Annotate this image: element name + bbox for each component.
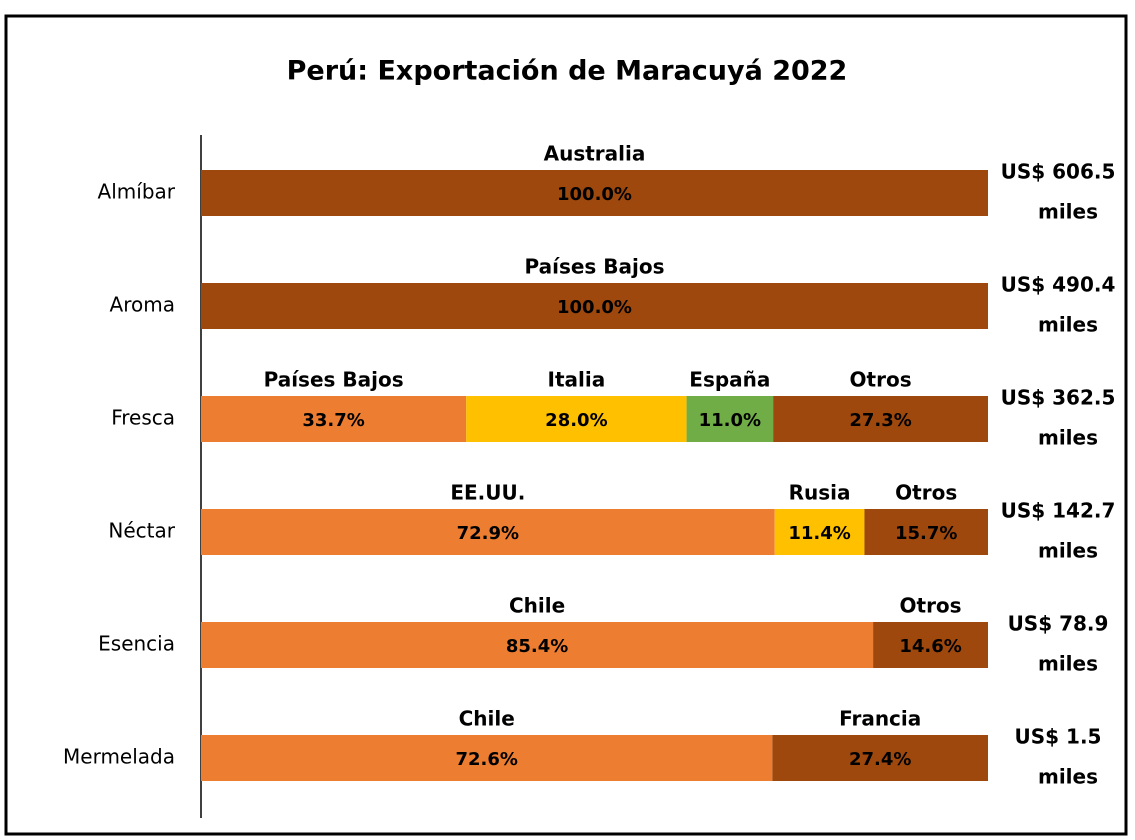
- segment-name: Otros: [850, 368, 912, 392]
- segment-name: Chile: [459, 707, 515, 731]
- total-unit: miles: [1038, 765, 1098, 789]
- value-label: 100.0%: [557, 184, 632, 205]
- chart-title: Perú: Exportación de Maracuyá 2022: [287, 56, 848, 87]
- value-label: 27.3%: [849, 410, 911, 431]
- value-label: 72.6%: [455, 749, 517, 770]
- total-label: US$ 362.5: [1001, 386, 1116, 410]
- category-label: Néctar: [108, 519, 175, 543]
- segment-name: Italia: [548, 368, 606, 392]
- category-label: Fresca: [111, 406, 175, 430]
- category-label: Mermelada: [63, 745, 175, 769]
- segment-name: Otros: [900, 594, 962, 618]
- bar-segment: [201, 509, 775, 555]
- segment-name: Rusia: [789, 481, 851, 505]
- segment-name: Otros: [895, 481, 957, 505]
- value-label: 27.4%: [849, 749, 911, 770]
- total-label: US$ 142.7: [1001, 499, 1116, 523]
- bar-segment: [201, 283, 988, 329]
- bar-segment: [686, 396, 774, 442]
- value-label: 85.4%: [506, 636, 568, 657]
- total-unit: miles: [1038, 652, 1098, 676]
- bar-segment: [201, 622, 874, 668]
- bar-segment: [864, 509, 988, 555]
- total-label: US$ 606.5: [1001, 160, 1116, 184]
- bar-segment: [772, 735, 988, 781]
- total-unit: miles: [1038, 313, 1098, 337]
- value-label: 11.0%: [699, 410, 761, 431]
- total-unit: miles: [1038, 200, 1098, 224]
- bar-segment: [201, 396, 467, 442]
- category-label: Almíbar: [98, 180, 176, 204]
- value-label: 100.0%: [557, 297, 632, 318]
- bar-segment: [201, 170, 988, 216]
- segment-name: Países Bajos: [264, 368, 404, 392]
- value-label: 15.7%: [895, 523, 957, 544]
- value-label: 14.6%: [899, 636, 961, 657]
- bar-segment: [873, 622, 988, 668]
- bar-segment: [774, 509, 865, 555]
- category-label: Esencia: [98, 632, 175, 656]
- segment-name: Países Bajos: [524, 255, 664, 279]
- total-label: US$ 1.5: [1015, 725, 1102, 749]
- total-unit: miles: [1038, 426, 1098, 450]
- total-label: US$ 78.9: [1008, 612, 1109, 636]
- value-label: 33.7%: [302, 410, 364, 431]
- bar-segment: [773, 396, 988, 442]
- total-label: US$ 490.4: [1001, 273, 1116, 297]
- value-label: 72.9%: [457, 523, 519, 544]
- category-label: Aroma: [110, 293, 175, 317]
- segment-name: España: [689, 368, 770, 392]
- bar-segment: [201, 735, 773, 781]
- segment-name: Chile: [509, 594, 565, 618]
- value-label: 28.0%: [545, 410, 607, 431]
- segment-name: Australia: [544, 142, 646, 166]
- segment-name: EE.UU.: [450, 481, 525, 505]
- total-unit: miles: [1038, 539, 1098, 563]
- value-label: 11.4%: [788, 523, 850, 544]
- segment-name: Francia: [839, 707, 921, 731]
- bar-segment: [466, 396, 687, 442]
